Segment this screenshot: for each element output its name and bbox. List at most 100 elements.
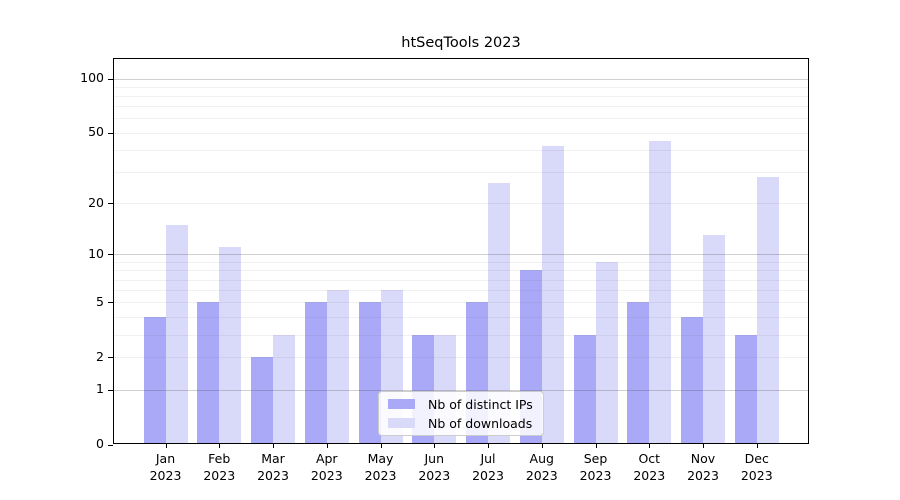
y-tick-mark-50 (108, 132, 113, 134)
x-tick-label-year-jan: 2023 (149, 467, 182, 483)
x-tick-mark-jan (165, 444, 167, 448)
gridline-minor-80 (114, 96, 808, 97)
x-tick-label-month-mar: Mar (261, 451, 285, 466)
x-tick-label-month-may: May (367, 451, 394, 466)
bar-nb-of-distinct-ips-jan (143, 316, 166, 443)
x-tick-label-month-jun: Jun (424, 451, 445, 466)
y-tick-label-10: 10 (88, 245, 104, 261)
x-tick-label-year-aug: 2023 (525, 467, 558, 483)
y-tick-label-5: 5 (96, 293, 104, 309)
x-tick-mark-dec (756, 444, 758, 448)
x-tick-label-month-apr: Apr (315, 451, 338, 466)
bar-nb-of-distinct-ips-dec (734, 334, 757, 443)
gridline-minor-20 (114, 203, 808, 205)
x-tick-label-year-feb: 2023 (203, 467, 236, 483)
bar-nb-of-downloads-aug (541, 146, 564, 443)
x-tick-label-month-jul: Jul (480, 451, 496, 466)
x-tick-label-aug: Aug 2023 (510, 451, 574, 484)
gridline-minor-3 (114, 334, 808, 336)
x-tick-label-month-oct: Oct (638, 451, 661, 466)
bar-nb-of-distinct-ips-nov (681, 316, 703, 443)
y-tick-mark-2 (108, 357, 113, 359)
x-tick-mark-sep (595, 444, 597, 448)
gridline-major-100 (114, 78, 808, 80)
gridline-minor-50 (114, 132, 808, 134)
x-tick-label-year-mar: 2023 (257, 467, 289, 483)
x-tick-label-year-sep: 2023 (579, 467, 612, 483)
bar-nb-of-downloads-dec (756, 177, 779, 443)
bar-nb-of-distinct-ips-feb (197, 302, 220, 443)
x-tick-mark-may (380, 444, 382, 448)
gridline-minor-2 (114, 357, 808, 359)
x-tick-mark-mar (273, 444, 274, 448)
y-tick-label-1: 1 (96, 381, 104, 397)
x-tick-label-year-oct: 2023 (633, 467, 666, 483)
x-tick-label-mar: Mar 2023 (241, 451, 305, 484)
y-tick-label-50: 50 (88, 124, 104, 140)
x-tick-label-oct: Oct 2023 (617, 451, 681, 484)
y-tick-mark-5 (108, 302, 113, 304)
y-tick-mark-20 (108, 203, 113, 205)
x-tick-label-nov: Nov 2023 (671, 451, 735, 484)
legend-label-downloads: Nb of downloads (428, 415, 533, 431)
x-tick-label-jun: Jun 2023 (402, 451, 466, 484)
x-tick-label-month-aug: Aug (529, 451, 554, 466)
y-tick-label-20: 20 (88, 194, 104, 210)
y-tick-mark-100 (108, 78, 113, 80)
x-tick-mark-oct (649, 444, 651, 448)
x-tick-label-feb: Feb 2023 (187, 451, 251, 484)
y-tick-mark-0 (108, 444, 113, 446)
bar-nb-of-distinct-ips-mar (251, 357, 273, 443)
gridline-minor-7 (114, 279, 808, 281)
gridline-minor-6 (114, 290, 808, 292)
bar-nb-of-distinct-ips-oct (627, 302, 650, 443)
y-tick-mark-10 (108, 254, 113, 256)
bar-nb-of-distinct-ips-apr (304, 302, 327, 443)
bar-nb-of-downloads-jul (488, 183, 510, 443)
bar-nb-of-downloads-apr (326, 290, 349, 443)
legend-label-distinct-ips: Nb of distinct IPs (428, 396, 533, 412)
x-tick-label-jul: Jul 2023 (456, 451, 520, 484)
x-tick-label-apr: Apr 2023 (295, 451, 359, 484)
x-tick-label-sep: Sep 2023 (564, 451, 628, 484)
x-tick-label-year-apr: 2023 (310, 467, 343, 483)
legend-swatch-distinct-ips (388, 399, 415, 409)
x-tick-label-dec: Dec 2023 (725, 451, 789, 484)
x-tick-label-year-dec: 2023 (740, 467, 773, 483)
gridline-major-1 (114, 389, 808, 391)
x-tick-label-year-jun: 2023 (418, 467, 451, 483)
gridline-minor-30 (114, 172, 808, 174)
y-tick-mark-1 (108, 389, 113, 391)
gridline-minor-8 (114, 270, 808, 272)
bar-nb-of-downloads-nov (703, 235, 725, 443)
y-tick-label-0: 0 (96, 436, 104, 451)
gridline-minor-60 (114, 118, 808, 120)
legend: Nb of distinct IPs Nb of downloads (378, 391, 544, 436)
bar-nb-of-downloads-jan (165, 224, 188, 443)
gridline-minor-9 (114, 261, 808, 263)
legend-entry-downloads: Nb of downloads (388, 416, 543, 431)
bar-nb-of-distinct-ips-may (358, 302, 381, 443)
x-tick-mark-nov (703, 444, 704, 448)
bar-nb-of-downloads-feb (219, 247, 242, 443)
x-tick-label-month-sep: Sep (583, 451, 608, 466)
x-tick-label-month-feb: Feb (208, 451, 231, 466)
x-tick-mark-aug (541, 444, 543, 448)
x-tick-mark-jun (434, 444, 436, 448)
x-tick-label-year-nov: 2023 (687, 467, 719, 483)
x-tick-label-may: May 2023 (349, 451, 413, 484)
x-tick-label-month-nov: Nov (690, 451, 716, 466)
plot-area (113, 58, 809, 444)
gridline-minor-70 (114, 106, 808, 108)
legend-entry-distinct-ips: Nb of distinct IPs (388, 397, 543, 412)
x-tick-label-month-jan: Jan (155, 451, 176, 466)
y-tick-label-100: 100 (80, 70, 104, 85)
x-tick-label-year-jul: 2023 (472, 467, 504, 483)
bar-nb-of-downloads-mar (273, 334, 295, 443)
x-tick-mark-feb (219, 444, 221, 448)
y-tick-label-2: 2 (96, 348, 104, 364)
gridline-minor-90 (114, 86, 808, 88)
bar-nb-of-downloads-sep (595, 261, 618, 443)
x-tick-mark-jul (488, 444, 489, 448)
